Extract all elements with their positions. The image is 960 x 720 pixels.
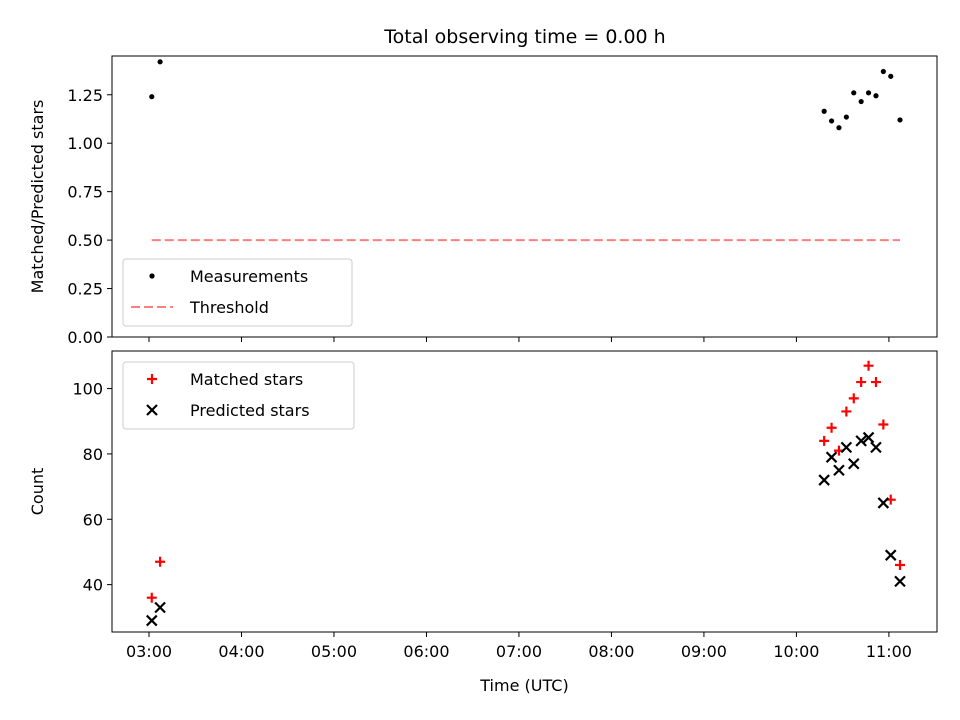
matched-stars-point: [856, 377, 867, 388]
x-tick-label: 07:00: [496, 642, 542, 661]
y-tick-label: 1.25: [67, 86, 103, 105]
panel-ratio: 0.00 0.25 0.50 0.75 1.00 1.25 Matched/Predicte…: [28, 55, 938, 347]
y-tick-label: 0.00: [67, 328, 103, 347]
measurements-point: [880, 68, 886, 75]
legend-box: [122, 361, 355, 430]
matched-stars-legend-swatch: [147, 374, 157, 384]
matched-stars-point: [848, 393, 859, 404]
y-tick-label: 0.50: [67, 231, 103, 250]
legend-entry-measurements: Measurements: [190, 267, 308, 286]
measurements-point: [873, 93, 879, 99]
y-axis-label: Matched/Predicted stars: [28, 100, 47, 294]
predicted-stars-point: [855, 435, 867, 447]
matched-stars-point: [826, 422, 837, 433]
x-tick-label: 03:00: [126, 642, 172, 661]
x-tick-label: 09:00: [681, 642, 727, 661]
y-tick-label: 40: [83, 576, 103, 595]
matched-stars-point: [878, 419, 889, 430]
x-tick-label: 06:00: [403, 642, 449, 661]
measurements-point: [843, 114, 849, 120]
predicted-stars-point: [877, 497, 890, 509]
predicted-stars-point: [862, 431, 875, 444]
predicted-stars-point: [818, 474, 830, 486]
measurements-point: [888, 73, 894, 79]
predicted-stars-point: [870, 441, 882, 454]
predicted-stars-point: [840, 441, 853, 454]
legend-entry-matched-stars: Matched stars: [190, 370, 303, 389]
measurements-point: [157, 59, 163, 65]
measurements-point: [858, 98, 864, 105]
predicted-stars-point: [145, 614, 158, 627]
axes-frame: [111, 350, 938, 633]
figure-title: Total observing time = 0.00 h: [383, 26, 665, 48]
legend-box: [122, 258, 353, 327]
measurements-point: [836, 125, 842, 131]
y-tick-label: 100: [72, 380, 103, 399]
panel-counts: 40 60 80 100 03:00 04:00 05:00 06:00 07:00 08:00 0…: [28, 350, 938, 695]
measurements-point: [897, 117, 903, 123]
x-tick-label: 10:00: [773, 642, 819, 661]
matched-stars-point: [819, 435, 830, 446]
predicted-stars-point: [894, 575, 906, 588]
y-tick-label: 80: [83, 445, 103, 464]
predicted-stars-point: [884, 549, 897, 561]
y-tick-label: 0.25: [67, 280, 103, 299]
matched-stars-point: [841, 406, 852, 417]
x-tick-label: 08:00: [588, 642, 634, 661]
predicted-stars-point: [825, 451, 838, 463]
y-tick-label: 60: [83, 510, 103, 529]
legend-entry-threshold: Threshold: [189, 298, 269, 317]
measurements-legend-swatch: [149, 273, 155, 279]
matched-stars-point: [870, 377, 881, 388]
legend-entry-predicted-stars: Predicted stars: [190, 401, 310, 420]
predicted-stars-point: [154, 601, 166, 614]
predicted-stars-legend-swatch: [146, 404, 158, 416]
measurements-point: [821, 108, 827, 114]
predicted-stars-point: [833, 464, 845, 477]
matched-stars-point: [895, 560, 906, 571]
matched-stars-point: [146, 592, 157, 603]
matched-stars-point: [155, 556, 166, 567]
axes-frame: [111, 55, 938, 338]
measurements-point: [851, 90, 857, 96]
measurements-point: [828, 118, 835, 124]
x-tick-label: 05:00: [311, 642, 357, 661]
matched-stars-point: [863, 360, 874, 371]
predicted-stars-point: [847, 457, 860, 470]
y-tick-label: 1.00: [67, 134, 103, 153]
y-tick-label: 0.75: [67, 183, 103, 202]
x-tick-label: 04:00: [218, 642, 264, 661]
y-axis-label: Count: [28, 468, 47, 516]
x-tick-label: 11:00: [866, 642, 912, 661]
legend: Matched stars Predicted stars: [122, 361, 355, 430]
measurements-point: [149, 94, 155, 100]
measurements-point: [865, 90, 872, 96]
x-axis-label: Time (UTC): [479, 676, 568, 695]
legend: Measurements Threshold: [122, 258, 353, 327]
